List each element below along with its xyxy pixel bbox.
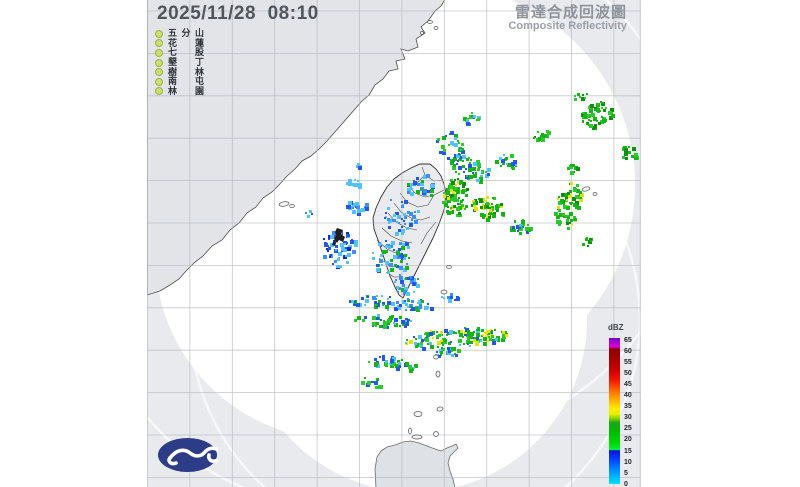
penghu-islands (332, 242, 336, 246)
cwb-logo-swirl (167, 456, 178, 466)
dbz-tick-label: 65 (624, 337, 632, 344)
station-dot-icon (155, 48, 163, 57)
station-name: 林園 (168, 85, 204, 96)
cwb-logo-swirl (207, 448, 218, 463)
dbz-tick-label: 20 (624, 436, 632, 444)
dbz-tick-label: 25 (624, 425, 632, 433)
radar-echoes (305, 93, 639, 389)
dbz-tick-label: 10 (624, 458, 632, 466)
title-block: 雷達合成回波圖 Composite Reflectivity (508, 5, 627, 32)
station-dot-icon (155, 77, 163, 86)
dbz-tick-label: 45 (624, 381, 632, 389)
luzon-coastline (374, 440, 459, 487)
dbz-unit-label: dBZ (608, 323, 624, 332)
china-coastline (147, 0, 446, 296)
dbz-tick-label: 50 (624, 370, 632, 378)
cwb-logo (158, 438, 218, 472)
cwb-logo-swirl (168, 446, 218, 460)
penghu-islands (334, 228, 345, 243)
page-title-english: Composite Reflectivity (508, 19, 627, 32)
station-row: 林園 (155, 85, 204, 97)
lat-lon-grid (147, 0, 641, 487)
dbz-tick-label: 60 (624, 348, 632, 356)
station-row: 花蓮 (155, 37, 204, 49)
dbz-tick-label: 5 (624, 469, 628, 477)
station-name: 五分山 (168, 28, 204, 39)
radar-map-canvas (147, 0, 641, 487)
station-name: 南屯 (168, 76, 204, 87)
station-name: 墾丁 (168, 57, 204, 68)
station-dot-icon (155, 39, 163, 48)
map-layers (147, 0, 641, 487)
small-islands (278, 20, 598, 440)
dbz-tick-label: 15 (624, 447, 632, 455)
station-name: 七股 (168, 47, 204, 58)
dbz-tick-label: 30 (624, 414, 632, 422)
station-row: 五分山 (155, 29, 204, 39)
station-dot-icon (155, 68, 163, 77)
dbz-color-scale: dBZ 65 60 55 50 45 40 35 30 25 20 15 10 5 0 (606, 323, 646, 487)
station-dot-icon (155, 58, 163, 67)
station-name: 樹林 (168, 66, 204, 77)
station-row: 南屯 (155, 77, 204, 87)
station-row: 七股 (155, 48, 204, 58)
dbz-gradient-bar (609, 338, 620, 484)
radar-station-legend: 五分山 花蓮 七股 墾丁 樹林 南屯 林園 (155, 29, 204, 96)
station-name: 花蓮 (168, 37, 204, 48)
dbz-tick-label: 35 (624, 403, 632, 411)
station-dot-icon (155, 87, 163, 96)
station-row: 樹林 (155, 67, 204, 77)
dbz-tick-label: 55 (624, 359, 632, 367)
observation-timestamp: 2025/11/28 08:10 (157, 3, 319, 24)
radar-map (147, 0, 641, 487)
station-row: 墾丁 (155, 58, 204, 68)
station-dot-icon (155, 29, 163, 38)
dbz-tick-label: 40 (624, 392, 632, 400)
page-title-chinese: 雷達合成回波圖 (514, 4, 627, 21)
dbz-tick-label: 0 (624, 480, 628, 487)
